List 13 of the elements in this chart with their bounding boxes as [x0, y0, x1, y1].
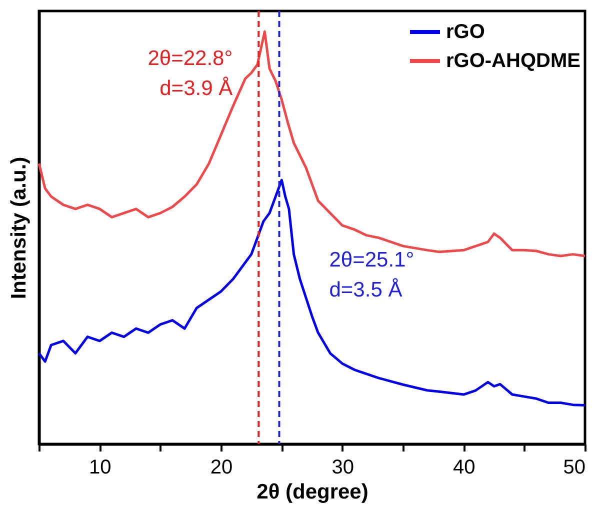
annotation: d=3.9 Å — [160, 76, 233, 100]
legend-label: rGO — [446, 21, 485, 43]
legend-label: rGO-AHQDME — [446, 50, 580, 72]
x-tick-label: 20 — [210, 456, 233, 478]
annotation: 2θ=25.1° — [329, 248, 414, 272]
annotation: d=3.5 Å — [329, 278, 402, 302]
x-tick-label: 10 — [89, 456, 112, 478]
x-tick-label: 30 — [332, 456, 354, 478]
y-axis-title: Intensity (a.u.) — [8, 156, 30, 300]
x-axis-title: 2θ (degree) — [256, 480, 368, 504]
x-tick-label: 40 — [453, 456, 476, 478]
x-tick-label: 50 — [563, 456, 586, 478]
annotation: 2θ=22.8° — [148, 46, 233, 70]
